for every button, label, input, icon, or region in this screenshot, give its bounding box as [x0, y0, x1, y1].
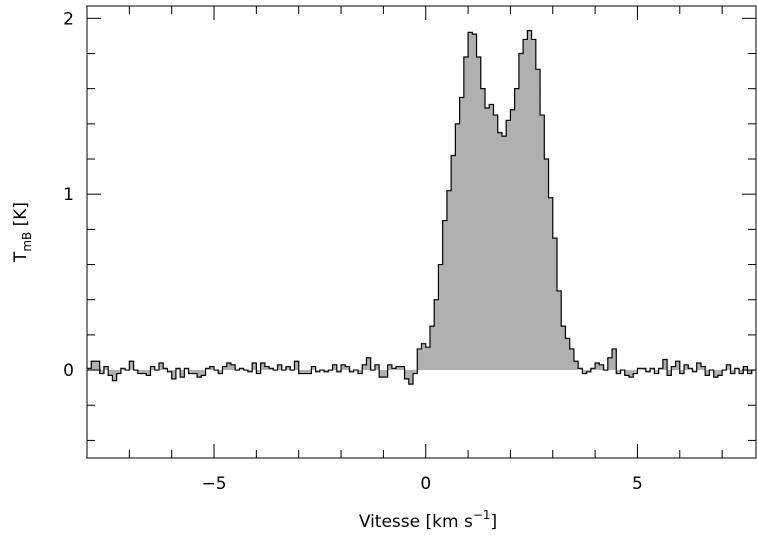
- y-tick-label: 2: [63, 9, 74, 29]
- y-axis-title-main: T: [11, 251, 31, 263]
- x-tick-label: 5: [632, 474, 643, 494]
- x-axis-title-close: ]: [491, 512, 498, 532]
- y-axis-title-unit: [K]: [11, 202, 31, 232]
- x-axis-title-text: Vitesse [km s: [359, 512, 473, 532]
- spectrum-fill: [87, 30, 756, 385]
- plot-area: −5 0 5 0 1 2: [63, 5, 757, 494]
- spectrum-line: [87, 30, 756, 385]
- x-tick-label: −5: [201, 474, 226, 494]
- x-axis-title: Vitesse [km s−1]: [359, 508, 497, 532]
- x-tick-label: 0: [420, 474, 431, 494]
- y-tick-label: 0: [63, 361, 74, 381]
- tick-labels: −5 0 5 0 1 2: [63, 9, 643, 494]
- plot-frame: [86, 5, 757, 459]
- y-axis-title-sub: mB: [20, 232, 34, 252]
- y-axis-title: TmB [K]: [11, 202, 34, 263]
- x-axis-title-sup: −1: [473, 508, 491, 522]
- tick-marks: [86, 6, 756, 458]
- y-tick-label: 1: [63, 185, 74, 205]
